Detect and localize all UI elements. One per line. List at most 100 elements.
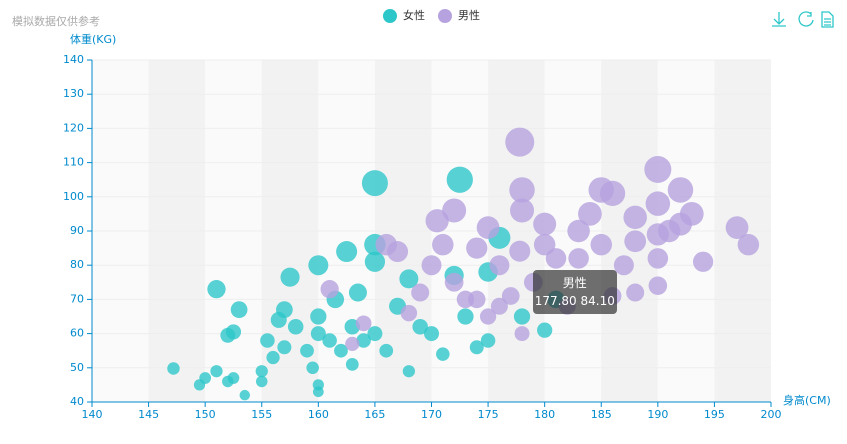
bubble — [624, 230, 647, 253]
bubble — [361, 170, 388, 197]
bubble — [509, 177, 535, 203]
bubble — [310, 326, 326, 342]
bubble — [379, 343, 394, 358]
x-tick-label: 185 — [591, 408, 612, 421]
legend-label: 女性 — [403, 8, 425, 22]
bubble — [578, 202, 602, 226]
data-view-icon[interactable] — [821, 11, 834, 28]
bubble — [626, 283, 645, 302]
x-tick-label: 145 — [138, 408, 159, 421]
toolbox[interactable] — [772, 11, 834, 28]
bubble — [457, 308, 474, 325]
bubble — [444, 272, 464, 292]
y-axis-label: 体重(KG) — [70, 32, 116, 46]
bubble — [306, 361, 319, 375]
bubble — [424, 326, 439, 342]
x-tick-label: 200 — [761, 408, 782, 421]
bubble — [276, 301, 293, 319]
bubble — [322, 333, 337, 348]
bubble — [645, 191, 671, 216]
bubble — [421, 255, 442, 276]
bubble — [480, 333, 496, 348]
x-axis-label: 身高(CM) — [783, 393, 831, 407]
y-tick-label: 60 — [70, 327, 84, 340]
bubble — [469, 340, 484, 355]
bubble — [227, 372, 240, 384]
x-tick-label: 165 — [364, 408, 385, 421]
bubble — [545, 248, 567, 269]
x-tick-label: 195 — [704, 408, 725, 421]
bubble — [356, 333, 371, 348]
bubble — [425, 209, 449, 233]
bubble — [725, 216, 749, 239]
series — [167, 166, 565, 401]
bubble — [225, 324, 242, 340]
bubble — [505, 127, 535, 157]
bubble — [599, 180, 626, 207]
x-tick-label: 140 — [82, 408, 103, 421]
legend-marker — [383, 9, 397, 23]
bubble — [466, 237, 488, 259]
bubble — [501, 287, 520, 305]
legend-marker — [438, 9, 452, 23]
bubble — [355, 315, 372, 332]
bubble — [348, 283, 367, 302]
bubble — [613, 255, 634, 276]
bubble — [436, 347, 450, 361]
bubble — [336, 241, 358, 263]
bubble — [476, 216, 500, 239]
y-tick-label: 120 — [63, 121, 84, 134]
y-tick-label: 40 — [70, 395, 84, 408]
x-tick-label: 170 — [421, 408, 442, 421]
bubble — [199, 372, 212, 384]
legend-label: 男性 — [458, 8, 480, 22]
bubble — [490, 297, 508, 315]
x-tick-label: 175 — [478, 408, 499, 421]
bubble — [412, 319, 428, 335]
bubble — [345, 336, 360, 351]
bubble — [287, 319, 304, 335]
bubble — [310, 308, 327, 325]
bubble — [345, 358, 359, 371]
bubble — [210, 365, 223, 378]
bubble — [667, 177, 694, 203]
tooltip-title: 男性 — [562, 276, 587, 291]
bubble — [280, 267, 300, 287]
bubble — [308, 255, 329, 276]
bubble — [300, 343, 314, 358]
save-icon[interactable] — [772, 12, 786, 27]
bubble — [230, 301, 248, 319]
y-tick-label: 140 — [63, 53, 84, 66]
bubble — [367, 326, 383, 342]
bubble — [260, 333, 275, 348]
bubble — [509, 240, 531, 262]
y-tick-label: 110 — [63, 156, 84, 169]
refresh-icon[interactable] — [798, 11, 814, 27]
bubble — [256, 375, 268, 388]
bubble — [514, 326, 530, 342]
bubble — [411, 283, 430, 302]
bubble — [432, 233, 454, 256]
y-tick-label: 130 — [63, 87, 84, 100]
bubble — [533, 212, 557, 236]
bubble — [647, 248, 669, 269]
bubble — [387, 241, 409, 263]
bubble — [737, 233, 760, 256]
y-tick-label: 50 — [70, 361, 84, 374]
bubble — [568, 248, 589, 269]
tooltip-text: 177.80 84.10 — [534, 294, 615, 309]
bubble — [623, 205, 647, 230]
chart-subtitle: 模拟数据仅供参考 — [12, 14, 100, 28]
bubble — [400, 304, 418, 322]
bubble — [399, 269, 419, 289]
y-tick-label: 90 — [70, 224, 84, 237]
bubble — [277, 340, 292, 355]
bubble — [320, 280, 339, 299]
bubble — [537, 322, 553, 338]
bubble — [479, 308, 497, 325]
tooltip: 男性 177.80 84.10 — [532, 270, 617, 315]
bubble — [442, 198, 467, 223]
bubble — [334, 343, 348, 358]
bubble — [207, 280, 226, 299]
